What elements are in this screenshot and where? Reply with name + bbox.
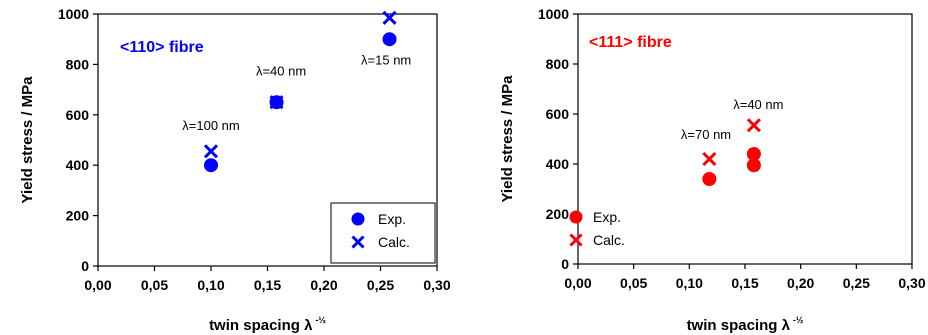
legend: Exp. Calc. [330, 202, 436, 264]
annotation-label: λ=100 nm [182, 118, 239, 133]
y-axis-title: Yield stress / MPa [499, 75, 516, 203]
legend-label: Calc. [593, 232, 625, 248]
legend-label: Exp. [378, 211, 406, 227]
y-tick-label: 200 [66, 208, 90, 224]
y-tick-label: 600 [66, 107, 90, 123]
x-tick-label: 0,15 [254, 277, 281, 293]
x-tick-label: 0,25 [843, 275, 870, 291]
exp-data-point [746, 158, 761, 173]
y-tick-label: 1000 [58, 6, 89, 22]
legend-marker-calc [569, 233, 583, 247]
legend-label: Exp. [593, 209, 621, 225]
x-tick-label: 0,00 [84, 277, 111, 293]
legend-marker-exp [569, 210, 583, 224]
y-tick-label: 800 [66, 56, 90, 72]
y-tick-label: 0 [561, 256, 569, 272]
x-tick-label: 0,05 [141, 277, 168, 293]
x-tick-label: 0,10 [676, 275, 703, 291]
y-tick-label: 400 [66, 157, 90, 173]
calc-data-point [269, 95, 284, 110]
x-tick-label: 0,20 [310, 277, 337, 293]
x-axis-title: twin spacing λ -½ [209, 315, 326, 334]
calc-data-point [746, 118, 761, 133]
calc-data-point [203, 144, 219, 159]
x-tick-label: 0,30 [423, 277, 450, 293]
y-tick-label: 0 [81, 258, 89, 274]
x-tick-label: 0,10 [197, 277, 224, 293]
exp-data-point [382, 32, 397, 47]
calc-data-point [702, 151, 717, 167]
chart-panel-111-fibre: 0 200 400 600 800 1000 0,00 0,05 0,10 0,15 0,20 0,2… [499, 6, 926, 334]
annotation-label: λ=15 nm [361, 52, 411, 67]
chart-panel-110-fibre: 0 200 400 600 800 1000 0,00 0,05 0,10 0,15 0,20 0,2… [19, 6, 451, 334]
y-tick-label: 600 [546, 106, 570, 122]
x-tick-label: 0,15 [731, 275, 758, 291]
panel-title: <111> fibre [589, 34, 672, 51]
y-tick-label: 1000 [538, 6, 569, 22]
x-tick-label: 0,30 [898, 275, 925, 291]
x-axis-title-main: twin spacing λ [687, 317, 791, 334]
legend: Exp. Calc. [569, 209, 625, 248]
calc-data-point [382, 10, 397, 25]
x-tick-label: 0,20 [787, 275, 814, 291]
legend-marker-exp [351, 212, 365, 226]
x-axis-title-exponent: -½ [315, 315, 326, 325]
y-axis-title: Yield stress / MPa [19, 76, 36, 204]
x-tick-label: 0,25 [367, 277, 394, 293]
panel-title: <110> fibre [120, 39, 204, 56]
x-axis-title-exponent: -½ [793, 315, 804, 325]
x-tick-label: 0,05 [620, 275, 647, 291]
exp-data-point [204, 158, 218, 173]
legend-marker-calc [351, 235, 365, 249]
legend-label: Calc. [378, 234, 410, 250]
x-axis-title-main: twin spacing λ [209, 317, 313, 334]
y-tick-label: 200 [546, 206, 570, 222]
x-axis-title: twin spacing λ -½ [687, 315, 804, 334]
exp-data-point [702, 172, 717, 186]
exp-data-point [746, 147, 761, 161]
y-tick-label: 400 [546, 156, 570, 172]
annotation-label: λ=40 nm [256, 64, 306, 79]
x-tick-label: 0,00 [564, 275, 591, 291]
plot-frame [577, 13, 913, 265]
annotation-label: λ=70 nm [681, 127, 731, 142]
annotation-label: λ=40 nm [733, 97, 783, 112]
y-tick-label: 800 [546, 56, 570, 72]
legend-box [330, 202, 436, 264]
